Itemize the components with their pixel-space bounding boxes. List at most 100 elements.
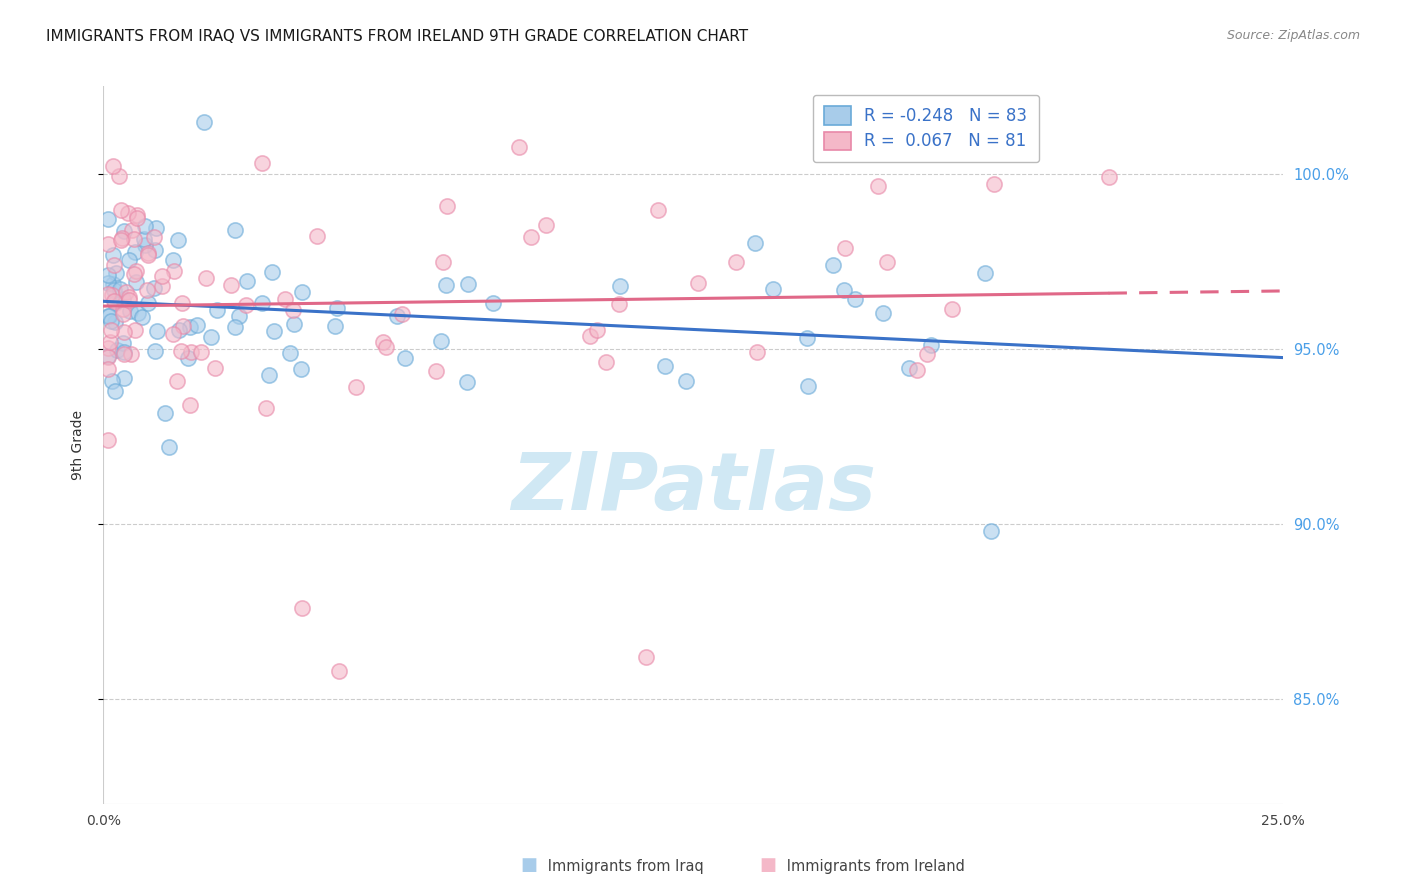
Point [205,302,228,317]
Point [278,346,301,360]
Point [97,433,120,447]
Point [101,277,124,291]
Point [98,334,121,349]
Point [228,309,250,323]
Point [97,361,120,376]
Point [373,335,395,350]
Point [136,245,159,260]
Point [905,363,928,377]
Point [876,254,898,268]
Point [124,323,146,337]
Point [118,303,141,318]
Point [150,269,173,284]
Point [127,306,149,320]
Point [101,247,124,261]
Point [110,233,132,247]
Point [235,298,257,312]
Point [675,374,697,388]
Point [150,279,173,293]
Point [344,379,367,393]
Point [434,277,457,292]
Point [508,140,530,154]
Point [112,347,135,361]
Point [125,211,148,226]
Point [114,344,136,359]
Point [100,323,122,337]
Point [180,345,202,359]
Point [111,336,134,351]
Point [260,265,283,279]
Point [430,334,453,348]
Point [103,258,125,272]
Point [796,331,818,345]
Point [103,294,125,309]
Point [391,308,413,322]
Point [120,347,142,361]
Point [166,374,188,388]
Point [425,364,447,378]
Point [162,327,184,342]
Point [136,283,159,297]
Point [104,384,127,398]
Text: ■: ■ [520,856,537,874]
Point [290,601,312,615]
Point [436,198,458,212]
Point [744,235,766,250]
Point [112,301,135,316]
Point [179,398,201,412]
Point [832,283,855,297]
Point [143,344,166,359]
Point [134,219,156,233]
Text: ZIPatlas: ZIPatlas [510,450,876,527]
Point [281,302,304,317]
Point [385,309,408,323]
Point [167,323,190,337]
Point [101,159,124,173]
Point [745,345,768,359]
Point [636,650,658,665]
Point [252,155,274,169]
Point [110,202,132,217]
Point [224,223,246,237]
Point [170,295,193,310]
Point [236,275,259,289]
Point [941,302,963,317]
Point [97,349,120,363]
Point [167,233,190,247]
Point [136,247,159,261]
Point [121,222,143,236]
Point [110,282,132,296]
Point [609,279,631,293]
Point [456,375,478,389]
Point [797,379,820,393]
Legend: R = -0.248   N = 83, R =  0.067   N = 81: R = -0.248 N = 83, R = 0.067 N = 81 [813,95,1039,162]
Point [219,277,242,292]
Point [724,255,747,269]
Point [97,341,120,355]
Point [872,306,894,320]
Point [190,344,212,359]
Point [118,253,141,268]
Point [520,230,543,244]
Point [143,243,166,257]
Point [142,230,165,244]
Point [654,359,676,374]
Point [136,296,159,310]
Point [172,318,194,333]
Point [920,338,942,352]
Point [432,254,454,268]
Point [111,231,134,245]
Point [186,318,208,332]
Point [274,292,297,306]
Point [101,374,124,388]
Text: Immigrants from Iraq: Immigrants from Iraq [520,859,704,874]
Point [125,276,148,290]
Point [100,314,122,328]
Point [179,320,201,334]
Point [688,276,710,290]
Point [111,293,134,307]
Point [97,268,120,282]
Point [97,286,120,301]
Point [145,220,167,235]
Point [124,268,146,282]
